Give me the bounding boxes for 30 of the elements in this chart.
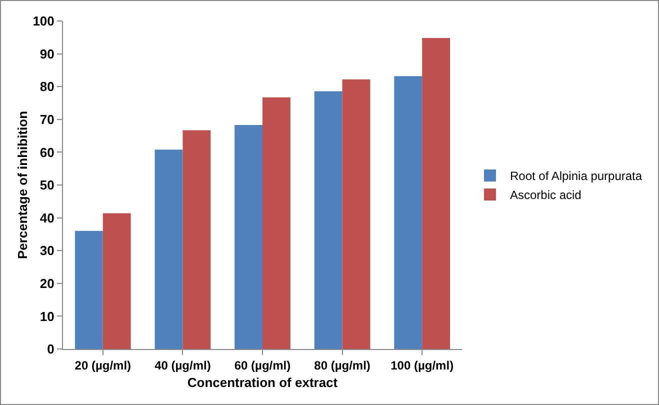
y-tick-label: 10 bbox=[40, 308, 54, 324]
bar bbox=[314, 91, 342, 349]
y-tick-label: 50 bbox=[40, 178, 54, 193]
bar bbox=[102, 213, 131, 349]
y-tick-label: 40 bbox=[40, 210, 54, 226]
y-tick-label: 20 bbox=[40, 276, 54, 291]
bar bbox=[342, 79, 370, 349]
y-tick-label: 60 bbox=[40, 144, 54, 160]
y-tick-label: 90 bbox=[40, 46, 54, 62]
y-tick-label: 30 bbox=[40, 243, 54, 258]
bar bbox=[262, 97, 290, 349]
y-tick-label: 70 bbox=[40, 112, 54, 127]
y-tick-label: 0 bbox=[47, 342, 54, 357]
legend-label: Root of Alpinia purpurata bbox=[510, 169, 642, 184]
bar bbox=[154, 150, 183, 349]
bar bbox=[182, 130, 211, 349]
y-tick-label: 100 bbox=[32, 14, 54, 29]
x-tick-label: 60 (µg/ml) bbox=[234, 358, 291, 372]
y-tick-label: 80 bbox=[40, 79, 54, 94]
legend-label: Ascorbic acid bbox=[510, 188, 582, 202]
y-axis-title: Percentage of inhibition bbox=[15, 110, 30, 260]
x-tick-label: 100 (µg/ml) bbox=[390, 358, 454, 372]
x-tick-label: 80 (µg/ml) bbox=[314, 358, 370, 372]
bar bbox=[394, 76, 422, 349]
x-tick-label: 40 (µg/ml) bbox=[154, 358, 211, 372]
x-tick-label: 20 (µg/ml) bbox=[74, 358, 132, 372]
x-axis-title: Concentration of extract bbox=[187, 375, 338, 390]
bar bbox=[422, 38, 450, 349]
bar bbox=[74, 230, 103, 349]
bar bbox=[234, 124, 262, 349]
